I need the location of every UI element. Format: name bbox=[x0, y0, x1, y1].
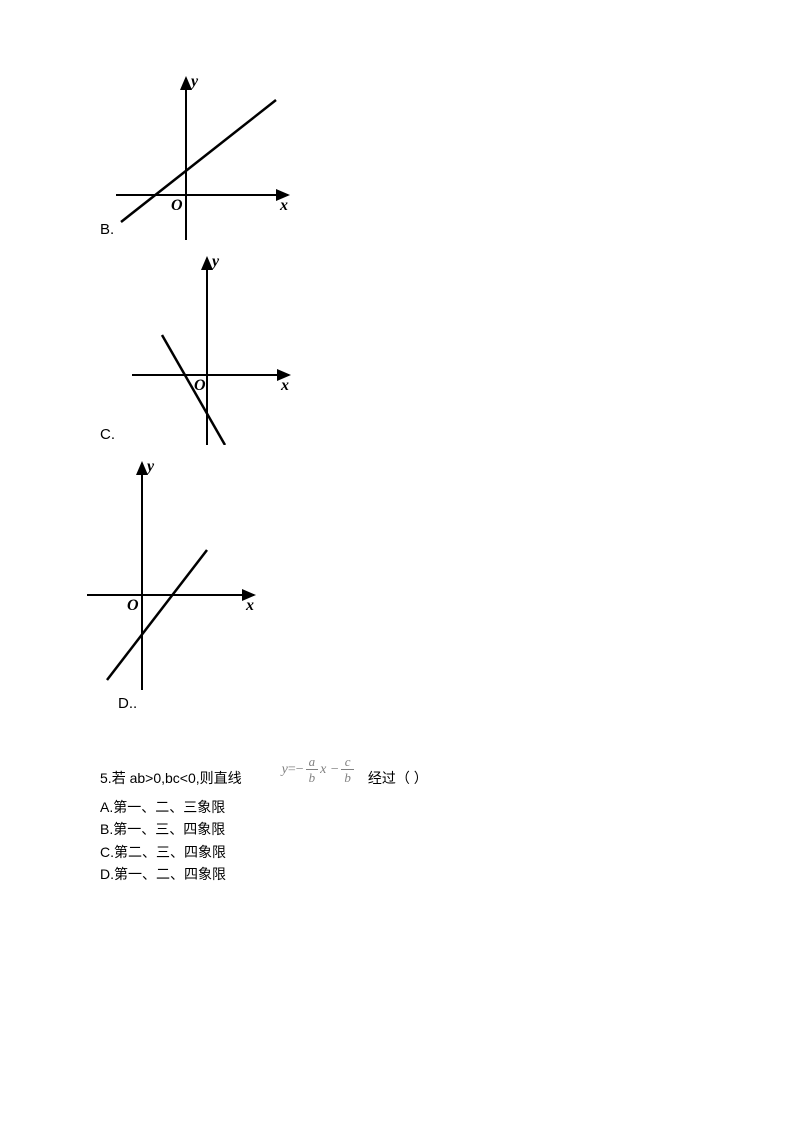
coordinate-plot-c: y x O bbox=[117, 250, 297, 445]
y-axis-label: y bbox=[145, 458, 155, 475]
x-axis-label: x bbox=[279, 197, 288, 214]
answer-b: B.第一、三、四象限 bbox=[100, 818, 700, 840]
answer-d: D.第一、二、四象限 bbox=[100, 863, 700, 885]
question-5-answers: A.第一、二、三象限 B.第一、三、四象限 C.第二、三、四象限 D.第一、二、… bbox=[100, 796, 700, 886]
answer-a: A.第一、二、三象限 bbox=[100, 796, 700, 818]
answer-c: C.第二、三、四象限 bbox=[100, 841, 700, 863]
question-5: 5.若 ab>0,bc<0,则直线 y = − a b x − c b 经过（ … bbox=[100, 752, 700, 886]
option-d-row: y x O bbox=[82, 455, 700, 690]
origin-label: O bbox=[127, 597, 139, 614]
formula-mid: x − bbox=[320, 762, 339, 778]
formula-neg1: − bbox=[296, 762, 304, 778]
formula-frac-1: a b bbox=[306, 755, 319, 784]
chart-c: y x O bbox=[117, 250, 297, 445]
chart-d: y x O bbox=[82, 455, 262, 690]
x-axis-label: x bbox=[280, 377, 289, 394]
question-5-prefix: 5.若 ab>0,bc<0,则直线 bbox=[100, 768, 242, 788]
frac1-num: a bbox=[306, 755, 319, 769]
option-c-row: C. y x O bbox=[100, 250, 700, 445]
coordinate-plot-d: y x O bbox=[82, 455, 262, 690]
frac2-den: b bbox=[341, 769, 354, 784]
coordinate-plot-b: y x O bbox=[116, 70, 296, 240]
option-b-label: B. bbox=[100, 221, 114, 240]
y-axis-label: y bbox=[189, 73, 199, 90]
option-b-row: B. y x O bbox=[100, 70, 700, 240]
chart-b: y x O bbox=[116, 70, 296, 240]
frac2-num: c bbox=[342, 755, 354, 769]
question-5-text: 5.若 ab>0,bc<0,则直线 y = − a b x − c b 经过（ … bbox=[100, 752, 700, 788]
formula-eq: = bbox=[288, 762, 296, 778]
option-c-label: C. bbox=[100, 426, 115, 445]
formula-frac-2: c b bbox=[341, 755, 354, 784]
question-number: 5. bbox=[100, 770, 112, 786]
origin-label: O bbox=[171, 197, 183, 214]
origin-label: O bbox=[194, 377, 206, 394]
question-condition: 若 ab>0,bc<0,则直线 bbox=[112, 770, 242, 786]
question-5-formula: y = − a b x − c b bbox=[282, 752, 356, 788]
frac1-den: b bbox=[306, 769, 319, 784]
x-axis-label: x bbox=[245, 597, 254, 614]
option-d-label: D.. bbox=[118, 695, 137, 714]
question-5-suffix: 经过（ ） bbox=[368, 768, 428, 788]
y-axis-label: y bbox=[210, 253, 220, 270]
